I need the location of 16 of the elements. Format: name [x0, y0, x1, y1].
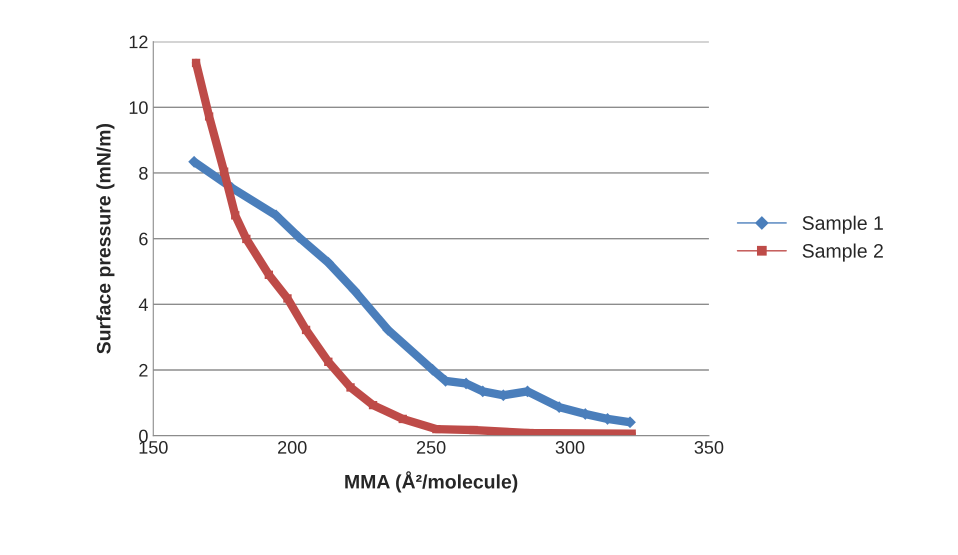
y-tick-label: 0 — [139, 430, 148, 442]
legend-label: Sample 1 — [802, 216, 883, 234]
y-tick-label: 2 — [139, 364, 148, 377]
y-tick-label: 10 — [130, 101, 148, 114]
y-tick-label: 4 — [138, 298, 148, 311]
x-tick-label: 200 — [278, 441, 307, 454]
x-tick-label: 350 — [694, 441, 724, 454]
x-axis-title: MMA (Å²/molecule) — [345, 471, 518, 492]
y-tick-label: 12 — [130, 36, 148, 48]
x-tick-label: 250 — [416, 441, 446, 454]
x-tick-label: 150 — [140, 441, 168, 454]
y-tick-label: 8 — [139, 166, 148, 180]
y-tick-label: 6 — [139, 232, 148, 246]
legend-label: Sample 2 — [802, 244, 883, 262]
y-axis-title: Surface pressure (mN/m) — [96, 124, 114, 354]
x-tick-label: 300 — [556, 441, 584, 454]
